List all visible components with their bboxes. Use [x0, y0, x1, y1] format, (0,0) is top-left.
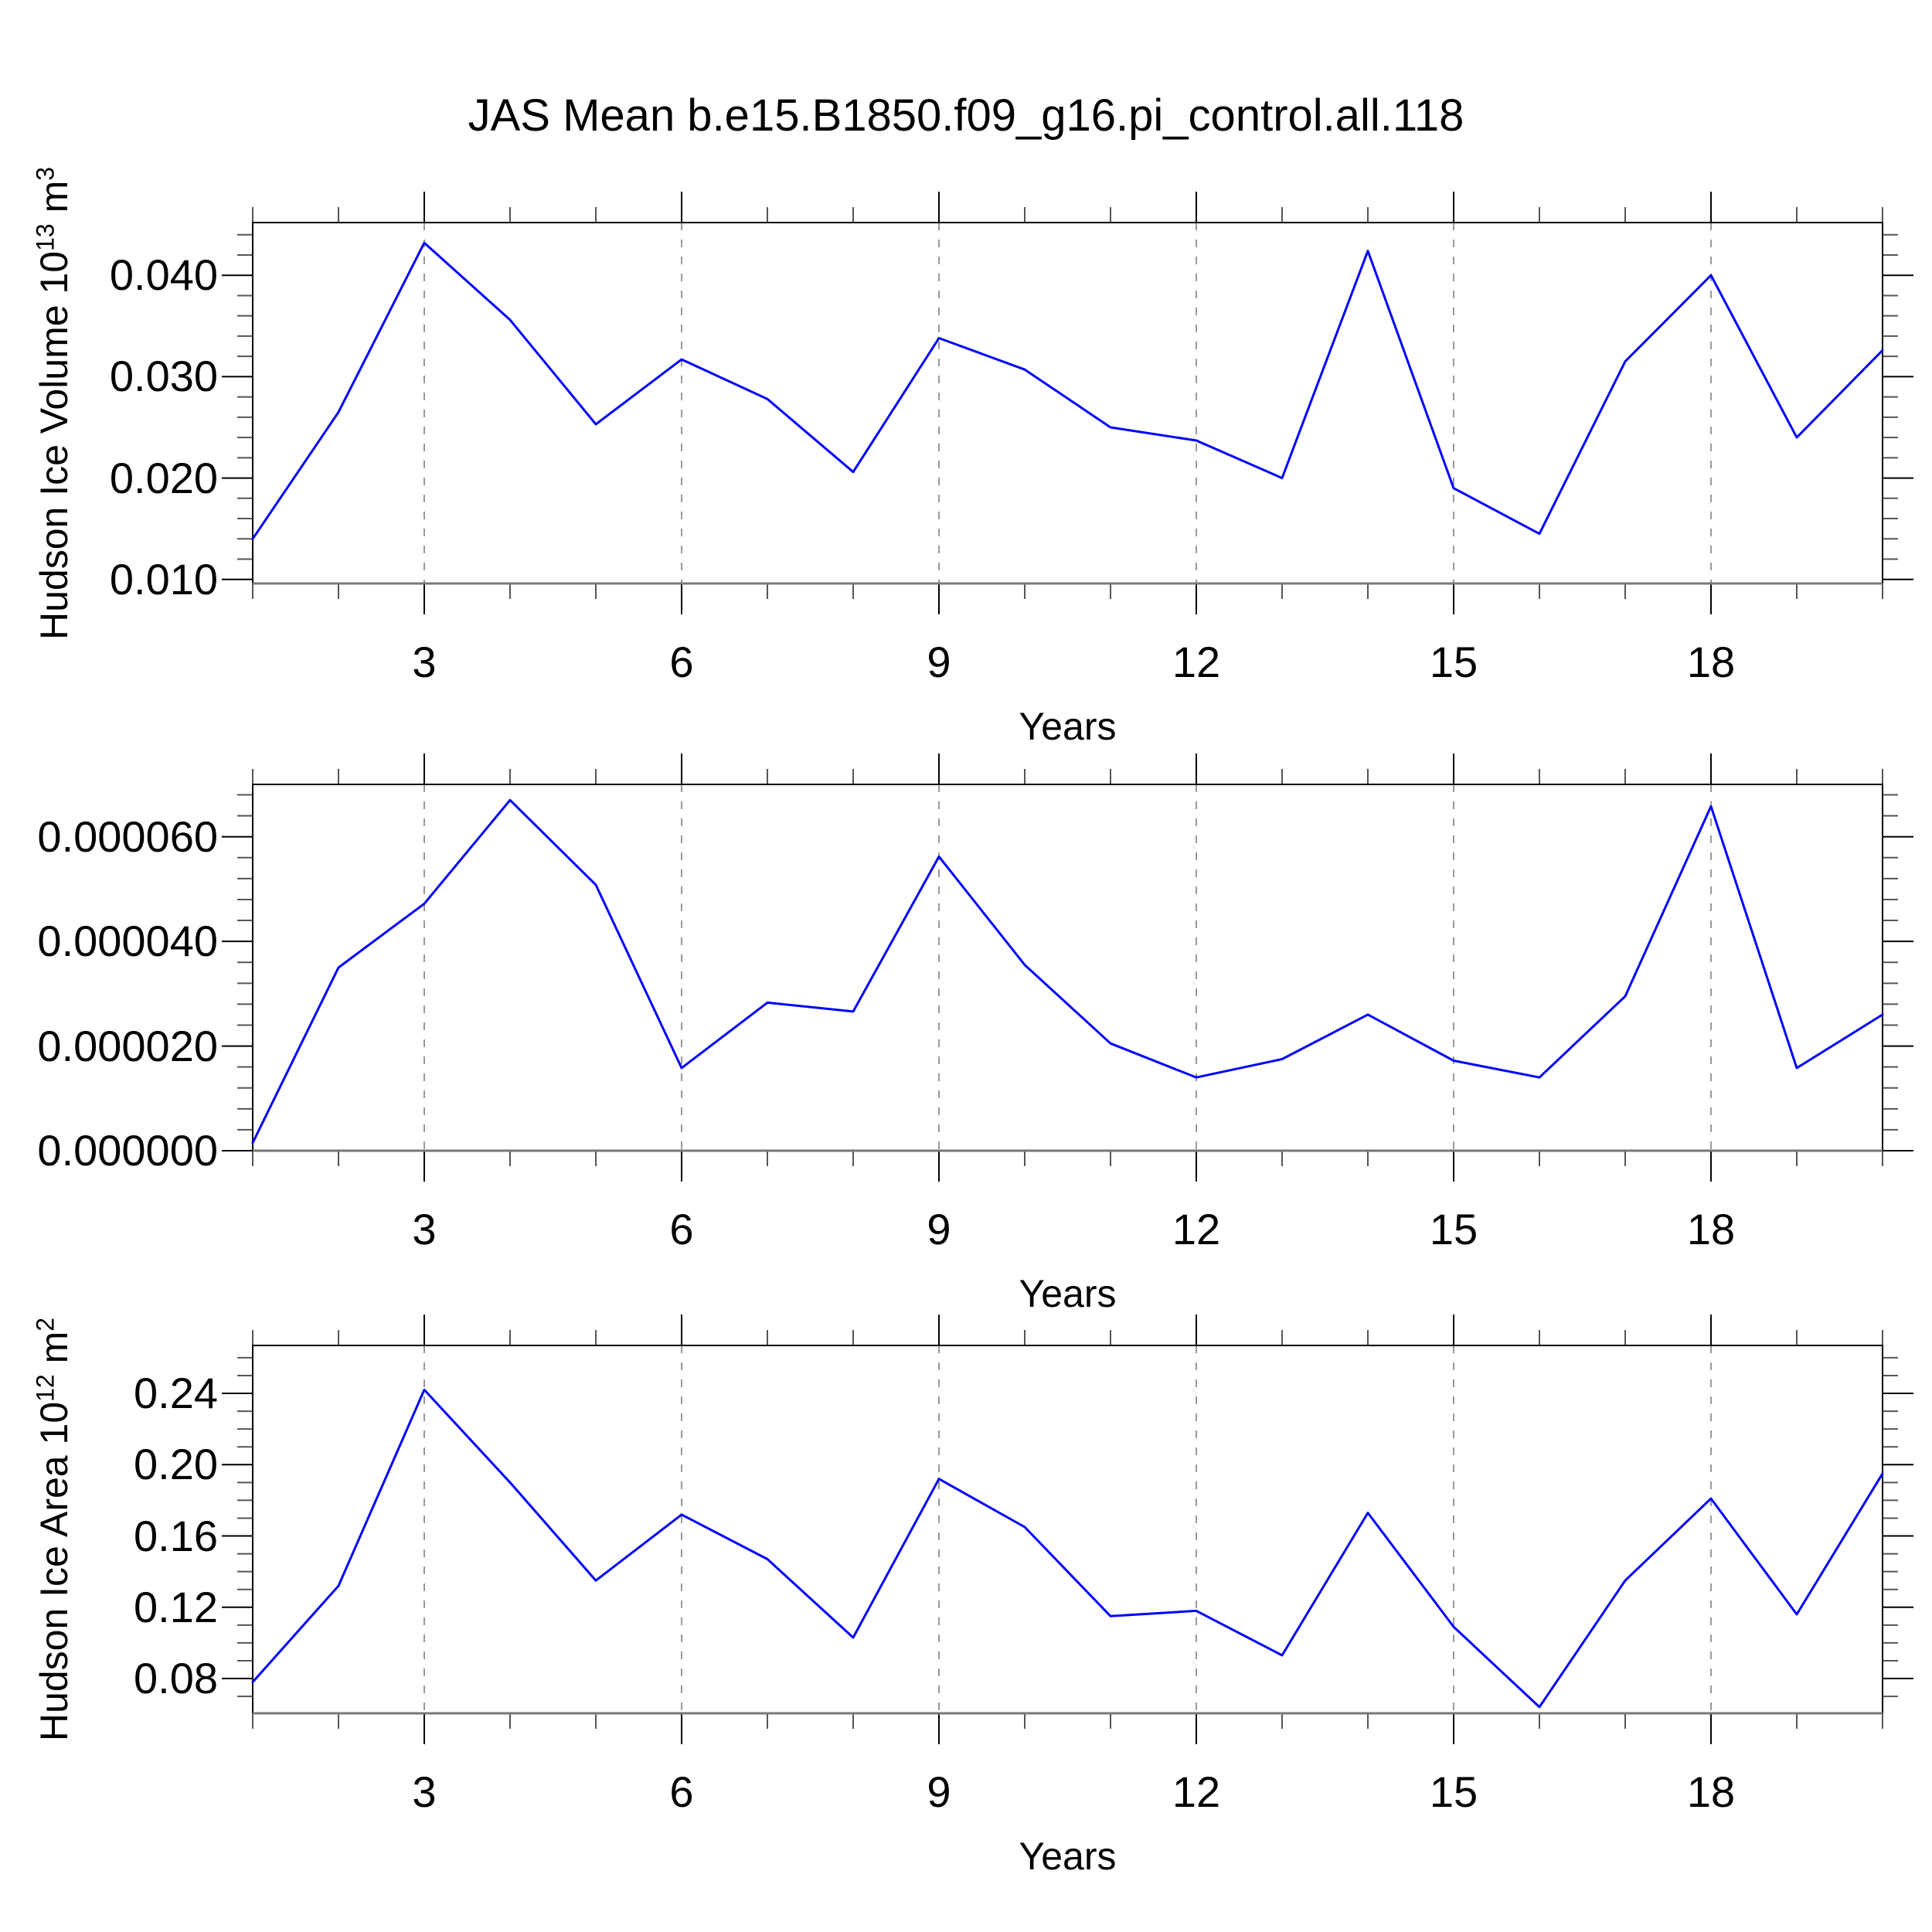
x-tick-label: 18: [1686, 1205, 1736, 1253]
data-line: [251, 798, 1884, 1145]
y-tick-label: 0.030: [109, 352, 218, 401]
x-tick-label: 3: [412, 1205, 437, 1253]
plot-frame: [252, 784, 1883, 1151]
plot-frame: [252, 1345, 1883, 1713]
x-tick-label: 15: [1429, 638, 1478, 686]
x-tick-label: 12: [1172, 1767, 1221, 1816]
x-axis-title-years-bottom: Years: [1019, 1835, 1117, 1878]
y-tick-label: 0.000000: [37, 1126, 218, 1175]
y-tick-label: 0.24: [134, 1369, 218, 1418]
x-tick-label: 15: [1429, 1205, 1478, 1253]
y-axis-title-unit-exponent: 2: [31, 1317, 60, 1332]
x-axis-title-years-middle: Years: [1019, 1272, 1117, 1315]
x-tick-label: 12: [1172, 1205, 1221, 1253]
y-tick-label: 0.16: [134, 1511, 218, 1560]
x-tick-label: 6: [669, 1767, 694, 1816]
x-axis-title-years-top: Years: [1019, 705, 1117, 748]
x-tick-label: 18: [1686, 638, 1736, 686]
plot-area-middle: [222, 753, 1913, 1182]
x-tick-label: 12: [1172, 638, 1221, 686]
figure-title: JAS Mean b.e15.B1850.f09_g16.pi_control.…: [468, 90, 1464, 141]
y-axis-title-exponent: 13: [31, 223, 60, 251]
x-tick-label: 6: [669, 1205, 694, 1253]
line-chart-svg: [222, 753, 1913, 1182]
y-tick-label: 0.000040: [37, 917, 218, 966]
y-axis-title-unit-exponent: 3: [31, 166, 60, 181]
line-chart-svg: [222, 192, 1913, 614]
x-tick-label: 3: [412, 638, 437, 686]
x-tick-label: 6: [669, 638, 694, 686]
x-tick-label: 18: [1686, 1767, 1736, 1816]
x-tick-label: 9: [927, 1205, 951, 1253]
y-tick-label: 0.000020: [37, 1021, 218, 1070]
y-tick-label: 0.010: [109, 554, 218, 604]
y-tick-label: 0.020: [109, 453, 218, 502]
x-tick-label: 9: [927, 638, 951, 686]
plot-area-ice-area: [222, 1315, 1913, 1744]
y-tick-label: 0.000060: [37, 811, 218, 861]
plot-frame: [252, 222, 1883, 583]
y-tick-label: 0.08: [134, 1654, 218, 1703]
line-chart-svg: [222, 1315, 1913, 1744]
x-tick-label: 3: [412, 1767, 437, 1816]
x-tick-label: 15: [1429, 1767, 1478, 1816]
y-axis-title-unit: m: [32, 180, 76, 223]
y-tick-label: 0.040: [109, 250, 218, 300]
y-tick-label: 0.20: [134, 1440, 218, 1489]
x-tick-label: 9: [927, 1767, 951, 1816]
data-line: [251, 241, 1884, 540]
data-line: [251, 1388, 1884, 1709]
plot-area-ice-volume: [222, 192, 1913, 614]
y-tick-label: 0.12: [134, 1582, 218, 1631]
y-axis-title-unit: m: [32, 1331, 76, 1375]
